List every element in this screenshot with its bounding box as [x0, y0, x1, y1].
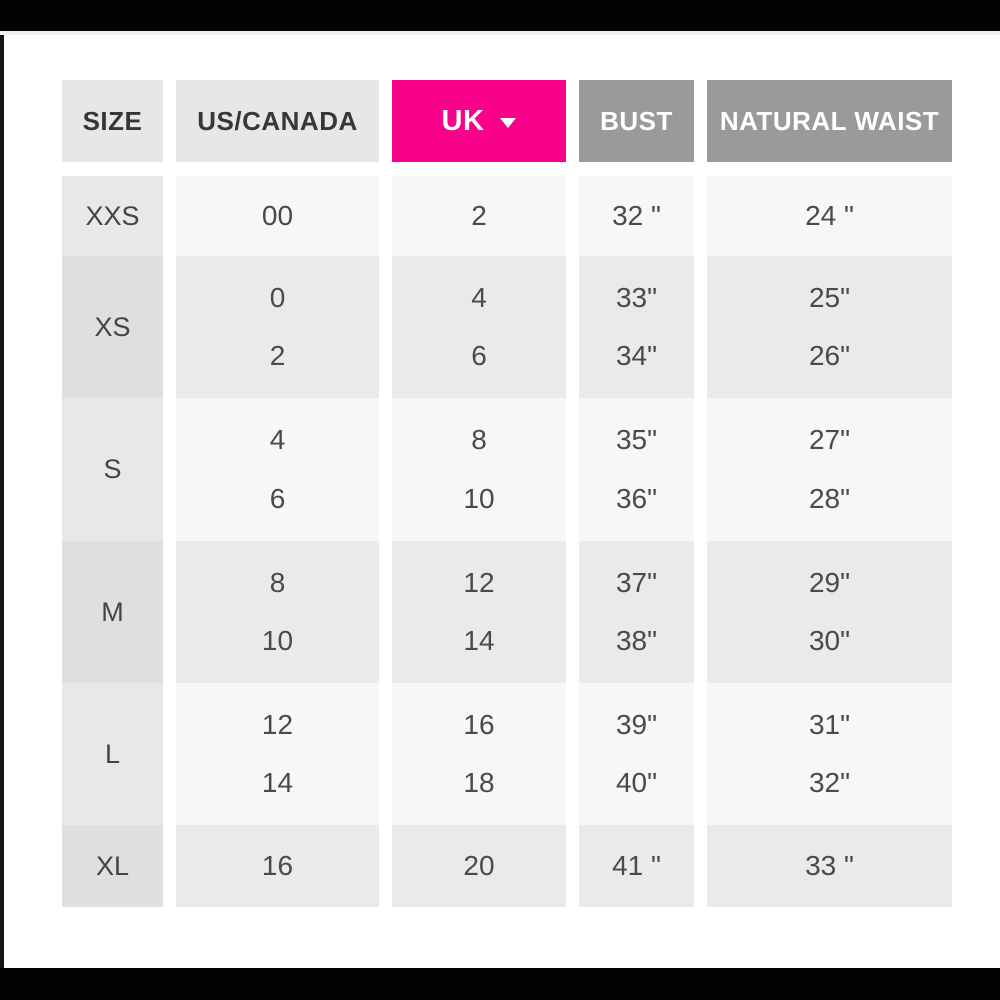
us-canada-cell: 00	[176, 176, 379, 256]
column-header-size: SIZE	[62, 80, 163, 162]
cell-value: 14	[463, 625, 495, 656]
table-header-row: SIZE US/CANADA UK BUST NATURAL WAIST	[62, 80, 952, 162]
uk-dropdown-label: UK	[441, 104, 485, 137]
us-canada-cell: 0 2	[176, 256, 379, 398]
cell-value: 26"	[808, 340, 851, 371]
natural-waist-cell: 24 "	[707, 176, 952, 256]
us-canada-cell: 8 10	[176, 541, 379, 683]
cell-value: 10	[463, 483, 495, 514]
us-canada-cell: 4 6	[176, 398, 379, 541]
cell-value: 40"	[615, 767, 658, 798]
cell-value: 2	[269, 340, 286, 371]
size-label-cell: S	[62, 398, 163, 541]
cell-value: 0	[269, 282, 286, 313]
bottom-letterbox-bar	[0, 968, 1000, 1000]
cell-value: 18	[463, 767, 495, 798]
cell-value: 29"	[808, 567, 851, 598]
size-label-cell: XL	[62, 825, 163, 907]
cell-value: 37"	[615, 567, 658, 598]
natural-waist-cell: 33 "	[707, 825, 952, 907]
cell-value: 2	[471, 200, 487, 231]
cell-value: 32"	[808, 767, 851, 798]
left-edge-line	[0, 35, 4, 968]
uk-cell: 4 6	[392, 256, 566, 398]
cell-value: 8	[269, 567, 286, 598]
cell-value: 4	[269, 424, 286, 455]
cell-value: 28"	[808, 483, 851, 514]
natural-waist-cell: 25" 26"	[707, 256, 952, 398]
cell-value: 00	[261, 200, 294, 231]
column-header-natural-waist: NATURAL WAIST	[707, 80, 952, 162]
cell-value: 41 "	[612, 850, 661, 881]
cell-value: 16	[261, 850, 294, 881]
us-canada-cell: 12 14	[176, 683, 379, 825]
cell-value: 30"	[808, 625, 851, 656]
cell-value: 24 "	[805, 200, 854, 231]
us-canada-cell: 16	[176, 825, 379, 907]
cell-value: 25"	[808, 282, 851, 313]
size-label-cell: L	[62, 683, 163, 825]
bust-cell: 41 "	[579, 825, 694, 907]
uk-cell: 2	[392, 176, 566, 256]
cell-value: 33"	[615, 282, 658, 313]
table-body: XXS 00 2 32 " 24 " XS 0 2	[62, 176, 952, 907]
top-letterbox-bar	[0, 0, 1000, 31]
cell-value: 6	[471, 340, 487, 371]
uk-cell: 8 10	[392, 398, 566, 541]
size-label-cell: M	[62, 541, 163, 683]
cell-value: 36"	[615, 483, 658, 514]
cell-value: 38"	[615, 625, 658, 656]
uk-cell: 20	[392, 825, 566, 907]
bust-cell: 39" 40"	[579, 683, 694, 825]
column-header-us-canada: US/CANADA	[176, 80, 379, 162]
natural-waist-cell: 27" 28"	[707, 398, 952, 541]
cell-value: 8	[471, 424, 487, 455]
bust-cell: 35" 36"	[579, 398, 694, 541]
cell-value: 31"	[808, 709, 851, 740]
cell-value: 33 "	[805, 850, 854, 881]
cell-value: 34"	[615, 340, 658, 371]
size-chart-table: SIZE US/CANADA UK BUST NATURAL WAIST XXS…	[62, 80, 952, 907]
cell-value: 6	[269, 483, 286, 514]
top-bar-underline	[0, 31, 1000, 35]
cell-value: 12	[261, 709, 294, 740]
bust-cell: 37" 38"	[579, 541, 694, 683]
uk-cell: 16 18	[392, 683, 566, 825]
size-label-cell: XXS	[62, 176, 163, 256]
cell-value: 10	[261, 625, 294, 656]
cell-value: 35"	[615, 424, 658, 455]
caret-down-icon	[500, 118, 517, 128]
column-header-bust: BUST	[579, 80, 694, 162]
cell-value: 27"	[808, 424, 851, 455]
cell-value: 39"	[615, 709, 658, 740]
cell-value: 4	[471, 282, 487, 313]
cell-value: 12	[463, 567, 495, 598]
size-label-cell: XS	[62, 256, 163, 398]
column-header-uk-dropdown[interactable]: UK	[392, 80, 566, 162]
bust-cell: 33" 34"	[579, 256, 694, 398]
cell-value: 32 "	[612, 200, 661, 231]
cell-value: 16	[463, 709, 495, 740]
natural-waist-cell: 31" 32"	[707, 683, 952, 825]
natural-waist-cell: 29" 30"	[707, 541, 952, 683]
cell-value: 14	[261, 767, 294, 798]
bust-cell: 32 "	[579, 176, 694, 256]
cell-value: 20	[463, 850, 495, 881]
uk-cell: 12 14	[392, 541, 566, 683]
